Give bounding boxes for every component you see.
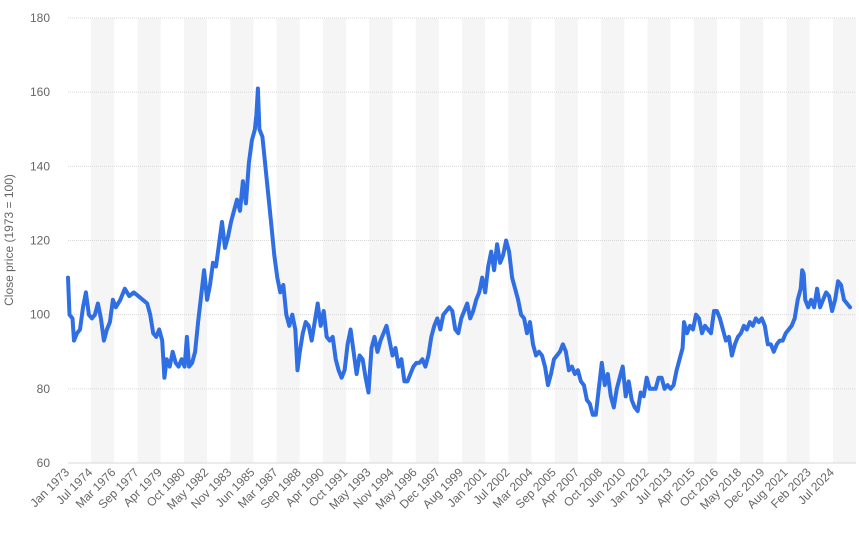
y-tick-label: 180	[30, 11, 50, 25]
series-group	[66, 86, 852, 417]
y-tick-label: 60	[37, 456, 51, 470]
background-band	[462, 18, 486, 463]
background-bands	[91, 18, 856, 463]
y-tick-label: 80	[37, 382, 51, 396]
y-tick-label: 140	[30, 159, 50, 173]
background-band	[693, 18, 717, 463]
y-tick-label: 160	[30, 85, 50, 99]
background-band	[508, 18, 532, 463]
background-band	[137, 18, 161, 463]
background-band	[740, 18, 764, 463]
background-band	[183, 18, 208, 463]
series-line	[66, 86, 852, 417]
y-tick-label: 120	[30, 234, 50, 248]
y-tick-label: 100	[30, 308, 50, 322]
background-band	[230, 18, 254, 463]
background-band	[415, 18, 439, 463]
y-tick-labels: 60 80 100 120 140 160 180	[30, 11, 50, 470]
grid-lines	[68, 17, 856, 464]
